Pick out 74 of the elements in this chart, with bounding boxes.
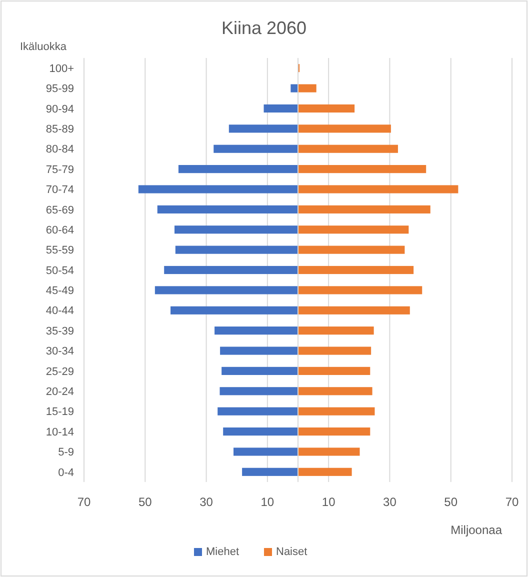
y-tick-label: 100+ [49, 62, 74, 75]
bar [264, 104, 298, 113]
x-tick-label: 10 [322, 495, 336, 509]
bar [298, 104, 355, 113]
bar [298, 326, 374, 335]
bar [290, 84, 298, 92]
bar [298, 448, 360, 456]
bar [298, 185, 458, 194]
y-tick-label: 30-34 [46, 346, 74, 358]
bar [298, 165, 426, 174]
y-tick-label: 25-29 [46, 366, 74, 378]
legend-label: Miehet [206, 546, 240, 558]
bar [174, 226, 298, 234]
x-tick-label: 50 [444, 495, 458, 509]
bar [220, 346, 298, 355]
bar [233, 448, 298, 456]
y-tick-label: 65-69 [46, 204, 74, 216]
y-tick-label: 90-94 [46, 103, 74, 116]
x-axis-title: Miljoonaa [450, 523, 502, 537]
y-tick-label: 75-79 [46, 164, 74, 176]
y-tick-label: 10-14 [46, 426, 74, 438]
x-tick-label: 70 [505, 495, 519, 509]
bar [298, 407, 375, 416]
y-tick-label: 5-9 [58, 446, 74, 459]
bar [298, 246, 405, 254]
bar [298, 124, 391, 133]
bar [222, 366, 298, 375]
bar [214, 326, 298, 335]
bar [157, 205, 298, 214]
bar [220, 387, 298, 396]
y-tick-label: 40-44 [46, 305, 74, 318]
bar [298, 366, 370, 375]
bar [214, 144, 298, 153]
y-tick-label: 55-59 [46, 244, 74, 257]
bar [298, 286, 422, 294]
legend-label: Naiset [276, 546, 308, 558]
bar [218, 407, 298, 416]
bar [154, 286, 298, 294]
y-tick-label: 85-89 [46, 124, 74, 136]
y-tick-label: 0-4 [58, 466, 74, 479]
bar [298, 387, 372, 396]
bar [298, 205, 430, 214]
y-tick-label: 15-19 [46, 406, 74, 418]
y-tick-label: 60-64 [46, 224, 74, 236]
bar [164, 266, 298, 274]
x-tick-label: 30 [383, 495, 397, 509]
bar [298, 266, 414, 274]
y-tick-label: 20-24 [46, 386, 74, 398]
bar [175, 246, 298, 254]
y-tick-label: 35-39 [46, 325, 74, 338]
y-tick-label: 70-74 [46, 184, 74, 196]
x-tick-label: 10 [260, 495, 274, 509]
y-axis-title: Ikäluokka [20, 41, 68, 53]
bar [298, 346, 372, 355]
bar [138, 185, 298, 194]
bar [178, 165, 298, 174]
y-tick-label: 45-49 [46, 285, 74, 298]
chart-title: Kiina 2060 [221, 18, 307, 38]
y-tick-label: 80-84 [46, 144, 74, 156]
x-tick-label: 30 [200, 495, 214, 509]
y-tick-label: 50-54 [46, 264, 74, 277]
bar [298, 226, 409, 234]
x-tick-label: 70 [77, 495, 91, 509]
bar [298, 427, 370, 436]
bar [242, 468, 298, 476]
bar [298, 306, 410, 314]
x-tick-label: 50 [138, 495, 152, 509]
bar [298, 468, 352, 476]
bar [298, 84, 316, 92]
bar [223, 427, 298, 436]
bar [170, 306, 298, 314]
y-tick-label: 95-99 [46, 83, 74, 96]
bar [298, 144, 398, 153]
bar [228, 124, 298, 133]
